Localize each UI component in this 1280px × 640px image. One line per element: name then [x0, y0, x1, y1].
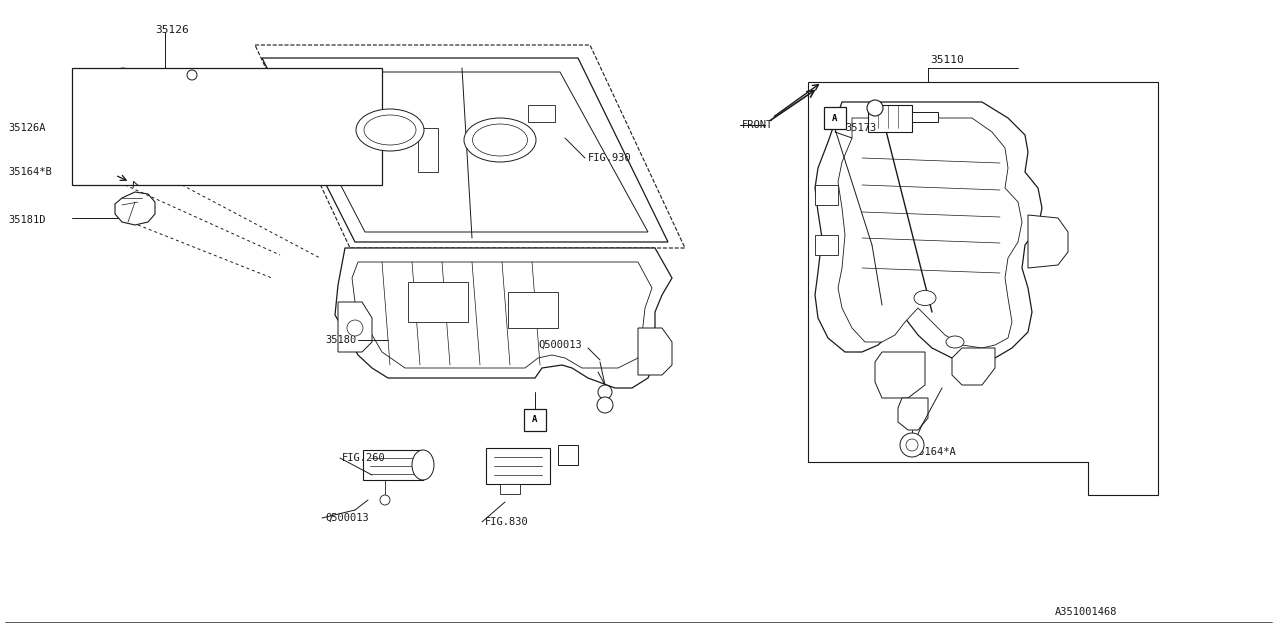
Polygon shape — [364, 450, 422, 480]
Bar — [524, 409, 547, 431]
Text: A: A — [832, 113, 837, 122]
Polygon shape — [170, 70, 209, 110]
Polygon shape — [115, 192, 155, 225]
Polygon shape — [262, 58, 668, 242]
Ellipse shape — [472, 124, 527, 156]
Text: 35164*B: 35164*B — [8, 167, 51, 177]
Polygon shape — [815, 235, 838, 255]
Polygon shape — [838, 118, 1021, 348]
Polygon shape — [338, 302, 372, 352]
Polygon shape — [815, 185, 838, 205]
Text: 35127: 35127 — [285, 93, 319, 103]
Polygon shape — [558, 445, 579, 465]
Polygon shape — [104, 77, 142, 122]
Polygon shape — [529, 105, 556, 122]
Polygon shape — [808, 82, 1158, 495]
Text: 35126A: 35126A — [8, 123, 46, 133]
Polygon shape — [500, 484, 520, 494]
Text: Q500013: Q500013 — [325, 513, 369, 523]
Polygon shape — [1028, 215, 1068, 268]
Polygon shape — [174, 74, 204, 105]
Text: 35126: 35126 — [155, 25, 188, 35]
Circle shape — [867, 100, 883, 116]
Ellipse shape — [412, 450, 434, 480]
Polygon shape — [486, 448, 550, 484]
Polygon shape — [408, 282, 468, 322]
Text: FIG.830: FIG.830 — [485, 517, 529, 527]
Polygon shape — [899, 398, 928, 430]
Text: 35180: 35180 — [325, 335, 356, 345]
Polygon shape — [868, 105, 911, 132]
Circle shape — [598, 385, 612, 399]
Polygon shape — [876, 352, 925, 398]
Polygon shape — [508, 292, 558, 328]
Polygon shape — [637, 328, 672, 375]
Bar — [72, 68, 381, 185]
Bar — [824, 107, 846, 129]
Text: FIG.260: FIG.260 — [342, 453, 385, 463]
Polygon shape — [335, 248, 672, 388]
Circle shape — [906, 439, 918, 451]
Polygon shape — [282, 72, 648, 232]
Polygon shape — [911, 112, 938, 122]
Ellipse shape — [356, 109, 424, 151]
Circle shape — [596, 397, 613, 413]
Text: 35164*A: 35164*A — [911, 447, 956, 457]
Text: A: A — [532, 415, 538, 424]
Text: 35110: 35110 — [931, 55, 964, 65]
Polygon shape — [815, 102, 1042, 362]
Ellipse shape — [364, 115, 416, 145]
Circle shape — [187, 70, 197, 80]
Text: 35181D: 35181D — [8, 215, 46, 225]
Polygon shape — [99, 68, 150, 130]
Ellipse shape — [946, 336, 964, 348]
Text: 35173: 35173 — [845, 123, 877, 133]
Circle shape — [380, 495, 390, 505]
Circle shape — [347, 320, 364, 336]
Ellipse shape — [465, 118, 536, 162]
Text: FRONT: FRONT — [742, 120, 773, 130]
Text: A351001468: A351001468 — [1055, 607, 1117, 617]
Polygon shape — [255, 45, 685, 248]
Polygon shape — [419, 128, 438, 172]
Polygon shape — [352, 262, 652, 368]
Circle shape — [900, 433, 924, 457]
Polygon shape — [952, 348, 995, 385]
Ellipse shape — [914, 291, 936, 305]
Text: FIG.930: FIG.930 — [588, 153, 632, 163]
Text: Q500013: Q500013 — [538, 340, 581, 350]
